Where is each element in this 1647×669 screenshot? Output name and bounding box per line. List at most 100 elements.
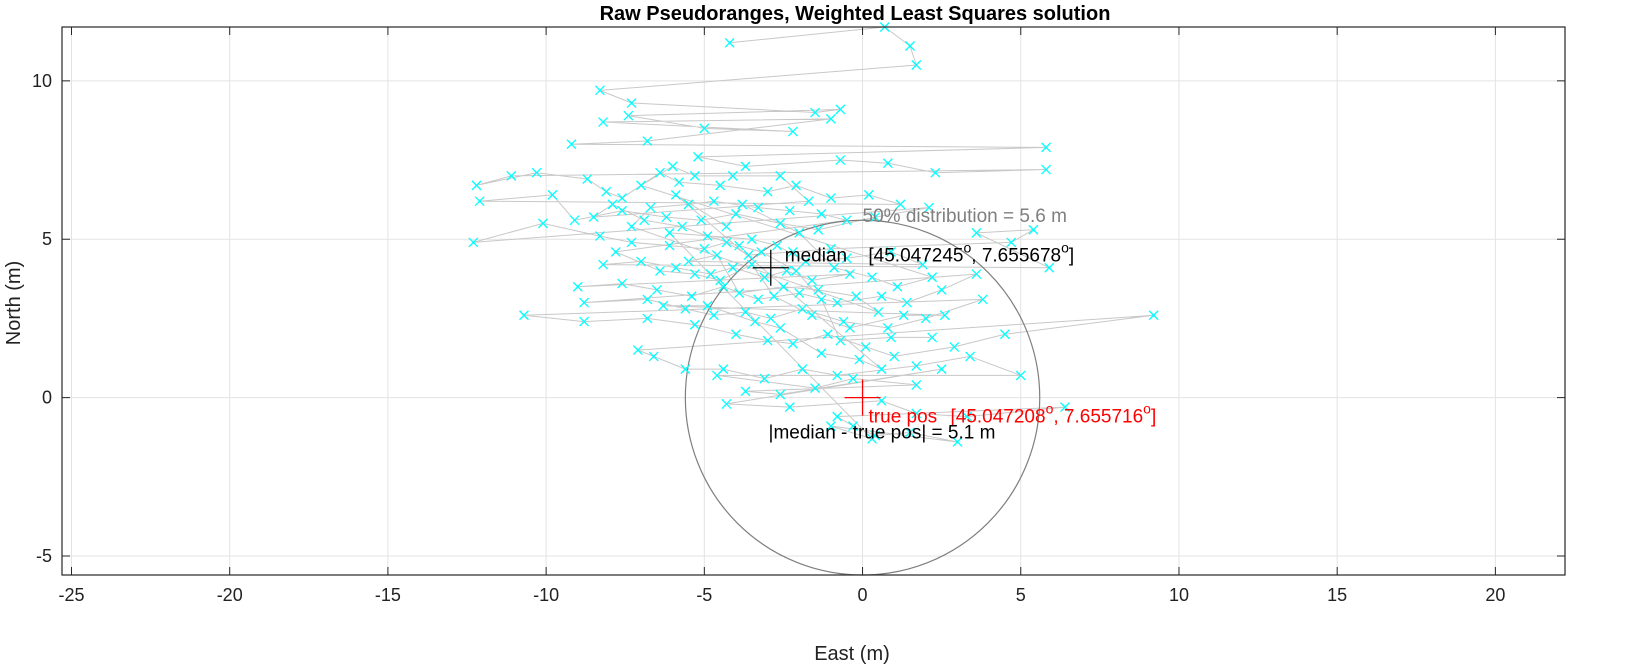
- data-point-stroke: [598, 259, 609, 270]
- data-point-stroke: [655, 265, 665, 276]
- data-point: [746, 234, 757, 245]
- data-point: [794, 288, 805, 299]
- data-point-stroke: [787, 246, 798, 257]
- data-point: [927, 272, 938, 283]
- x-axis-label: East (m): [814, 643, 890, 665]
- data-point-stroke: [617, 205, 628, 216]
- data-point-stroke: [803, 196, 814, 207]
- data-point: [911, 360, 922, 371]
- data-point-stroke: [772, 240, 783, 251]
- data-point: [579, 297, 590, 308]
- data-point: [1148, 310, 1159, 321]
- data-point: [876, 364, 887, 375]
- data-point: [683, 199, 694, 210]
- data-point: [607, 199, 618, 210]
- data-point: [825, 113, 836, 124]
- data-point: [810, 107, 821, 118]
- data-point: [708, 196, 719, 207]
- median-text: median: [785, 246, 847, 267]
- data-point: [848, 373, 859, 384]
- data-point-stroke: [658, 300, 669, 311]
- data-point-stroke: [832, 411, 843, 422]
- data-point-stroke: [538, 218, 548, 229]
- median-degree-2: o: [1061, 240, 1069, 256]
- data-point: [737, 199, 748, 210]
- data-point: [623, 110, 634, 121]
- data-point: [734, 240, 745, 251]
- data-point-stroke: [474, 196, 485, 207]
- median-coords: [45.047245: [868, 246, 963, 267]
- data-point: [860, 341, 871, 352]
- data-point-stroke: [835, 104, 846, 115]
- data-point: [699, 243, 710, 254]
- data-point: [1060, 402, 1071, 413]
- data-point: [617, 278, 628, 289]
- data-point-stroke: [905, 41, 915, 51]
- data-point-stroke: [683, 199, 694, 210]
- data-point: [863, 189, 874, 200]
- data-point: [598, 259, 609, 270]
- data-point: [664, 240, 675, 251]
- data-point: [645, 202, 656, 213]
- y-tick-label: 0: [42, 388, 52, 408]
- data-point-stroke: [844, 322, 855, 333]
- data-point-stroke: [898, 310, 909, 321]
- data-point: [639, 215, 650, 226]
- data-point-stroke: [939, 310, 950, 321]
- data-point: [791, 265, 802, 276]
- data-point: [680, 364, 691, 375]
- data-point: [658, 300, 669, 311]
- trajectory-path: [473, 26, 1154, 443]
- data-point: [886, 246, 896, 257]
- data-point-stroke: [617, 193, 628, 204]
- data-point: [800, 256, 811, 267]
- data-point: [841, 215, 852, 226]
- data-point: [905, 41, 915, 51]
- data-point: [924, 202, 934, 213]
- data-point-stroke: [810, 107, 821, 118]
- data-point-stroke: [762, 186, 773, 197]
- x-tick-label: -15: [375, 585, 401, 605]
- data-point: [686, 291, 697, 302]
- data-point: [626, 98, 637, 108]
- data-point-stroke: [882, 322, 893, 333]
- data-point: [1006, 237, 1017, 248]
- data-point-stroke: [705, 269, 716, 280]
- data-point-stroke: [886, 332, 896, 343]
- data-point-stroke: [813, 224, 824, 235]
- data-point: [740, 307, 751, 318]
- x-tick-label: 0: [858, 585, 868, 605]
- data-point: [882, 158, 893, 169]
- data-point: [889, 351, 900, 362]
- data-point-stroke: [674, 177, 684, 188]
- data-point: [705, 269, 716, 280]
- data-point: [594, 85, 605, 96]
- data-point: [626, 237, 637, 248]
- data-point-stroke: [601, 186, 612, 197]
- data-point-stroke: [832, 297, 843, 308]
- data-point: [886, 332, 896, 343]
- data-point: [825, 421, 836, 432]
- data-point: [787, 126, 798, 137]
- data-point: [787, 338, 798, 349]
- data-point: [965, 351, 976, 362]
- data-point-stroke: [835, 155, 846, 166]
- data-point-stroke: [721, 237, 732, 248]
- data-point-stroke: [765, 313, 776, 324]
- data-point-stroke: [626, 221, 637, 232]
- data-point: [670, 262, 681, 273]
- data-point: [731, 329, 741, 340]
- data-point: [813, 284, 824, 295]
- data-point-stroke: [825, 243, 836, 254]
- data-point-stroke: [708, 196, 719, 207]
- y-axis-label: North (m): [3, 261, 25, 345]
- data-point-stroke: [971, 227, 982, 238]
- data-point: [901, 297, 912, 308]
- y-tick-label: 10: [32, 71, 52, 91]
- data-point-stroke: [851, 291, 862, 302]
- data-point: [775, 218, 786, 229]
- data-point: [598, 117, 609, 127]
- data-point-stroke: [775, 322, 786, 333]
- median-label: median [45.047245o, 7.655678o]: [785, 240, 1074, 267]
- data-point-stroke: [965, 351, 976, 362]
